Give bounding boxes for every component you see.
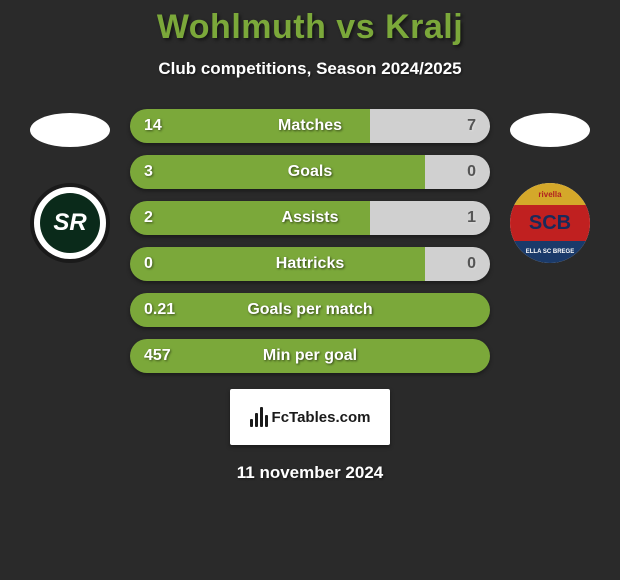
- stat-label: Min per goal: [263, 347, 357, 365]
- page-title: Wohlmuth vs Kralj: [157, 8, 463, 47]
- left-club-logo: SR: [30, 183, 110, 263]
- stat-row: 30 Goals: [130, 155, 490, 189]
- stat-row: 21Assists: [130, 201, 490, 235]
- stat-row: 147Matches: [130, 109, 490, 143]
- infographic-container: Wohlmuth vs Kralj Club competitions, Sea…: [0, 0, 620, 580]
- right-logo-bot: ELLA SC BREGE: [510, 241, 590, 263]
- left-club-logo-text: SR: [40, 193, 100, 253]
- stat-label: Hattricks: [276, 255, 344, 273]
- brand-badge: FcTables.com: [230, 389, 390, 445]
- stat-right-value: 7: [370, 109, 490, 143]
- stat-right-value: 0: [425, 155, 490, 189]
- stat-right-value: 0: [425, 247, 490, 281]
- right-logo-mid: SCB: [510, 205, 590, 240]
- brand-text: FcTables.com: [272, 409, 371, 426]
- stat-row: 0.21Goals per match: [130, 293, 490, 327]
- right-logo-top: rivella: [510, 183, 590, 205]
- right-column: rivella SCB ELLA SC BREGE: [500, 109, 600, 263]
- stat-label: Goals: [288, 163, 332, 181]
- subtitle: Club competitions, Season 2024/2025: [158, 59, 461, 79]
- stat-right-value: 1: [370, 201, 490, 235]
- left-flag-icon: [30, 113, 110, 147]
- left-column: SR: [20, 109, 120, 263]
- bars-column: 147Matches30Goals21Assists00Hattricks0.2…: [130, 109, 490, 373]
- stat-label: Goals per match: [247, 301, 372, 319]
- stat-label: Assists: [282, 209, 339, 227]
- stat-label: Matches: [278, 117, 342, 135]
- date-text: 11 november 2024: [237, 463, 383, 483]
- brand-chart-icon: [250, 407, 268, 427]
- stat-row: 457Min per goal: [130, 339, 490, 373]
- right-club-logo: rivella SCB ELLA SC BREGE: [510, 183, 590, 263]
- right-flag-icon: [510, 113, 590, 147]
- stat-row: 00Hattricks: [130, 247, 490, 281]
- stats-area: SR 147Matches30Goals21Assists00Hattricks…: [0, 109, 620, 373]
- stat-left-value: 3: [130, 155, 425, 189]
